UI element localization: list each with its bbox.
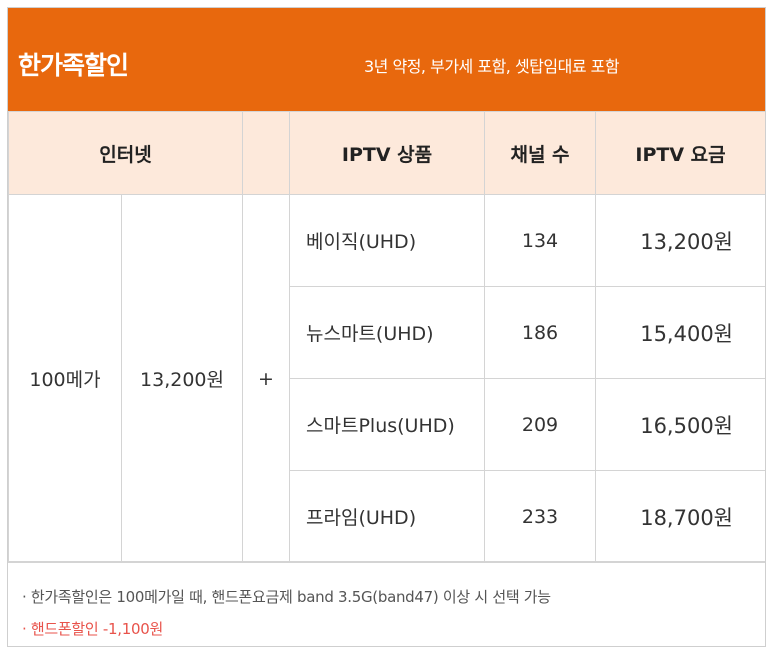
- header-banner: 한가족할인 3년 약정, 부가세 포함, 셋탑임대료 포함: [8, 8, 765, 111]
- product-price: 18,700원: [595, 470, 765, 563]
- product-price: 13,200원: [595, 194, 765, 287]
- channel-count: 134: [484, 194, 597, 287]
- product-price: 15,400원: [595, 286, 765, 379]
- discount-table-card: 한가족할인 3년 약정, 부가세 포함, 셋탑임대료 포함 인터넷 IPTV 상…: [7, 7, 766, 647]
- table-row: 100메가 13,200원 + 베이직(UHD) 134 13,200원: [8, 194, 765, 563]
- price-table: 인터넷 IPTV 상품 채널 수 IPTV 요금 100메가 13,200원 +…: [8, 111, 765, 563]
- table-row: 스마트Plus(UHD) 209 16,500원: [9, 378, 765, 471]
- channel-count: 233: [484, 470, 597, 563]
- table-row: 프라임(UHD) 233 18,700원: [9, 470, 765, 563]
- product-name: 뉴스마트(UHD): [289, 286, 486, 379]
- internet-speed: 100메가: [8, 194, 122, 563]
- column-header-internet: 인터넷: [8, 111, 244, 195]
- note-eligibility: · 한가족할인은 100메가일 때, 핸드폰요금제 band 3.5G(band…: [22, 588, 551, 606]
- column-header-channels: 채널 수: [484, 111, 597, 195]
- column-header-iptv-fee: IPTV 요금: [595, 111, 765, 195]
- product-name: 스마트Plus(UHD): [289, 378, 486, 471]
- table-header-row: 인터넷 IPTV 상품 채널 수 IPTV 요금: [8, 111, 765, 195]
- channel-count: 186: [484, 286, 597, 379]
- header-subtitle: 3년 약정, 부가세 포함, 셋탑임대료 포함: [364, 57, 620, 76]
- footnotes: · 한가족할인은 100메가일 때, 핸드폰요금제 band 3.5G(band…: [8, 561, 765, 646]
- column-header-iptv-product: IPTV 상품: [289, 111, 486, 195]
- product-price: 16,500원: [595, 378, 765, 471]
- table-row: 뉴스마트(UHD) 186 15,400원: [9, 286, 765, 379]
- internet-price: 13,200원: [120, 194, 244, 563]
- product-name: 베이직(UHD): [289, 194, 486, 287]
- product-name: 프라임(UHD): [289, 470, 486, 563]
- note-phone-discount: · 핸드폰할인 -1,100원: [22, 620, 163, 638]
- plus-sign: +: [242, 194, 291, 563]
- page-title: 한가족할인: [18, 51, 129, 80]
- channel-count: 209: [484, 378, 597, 471]
- column-header-spacer: [242, 111, 291, 195]
